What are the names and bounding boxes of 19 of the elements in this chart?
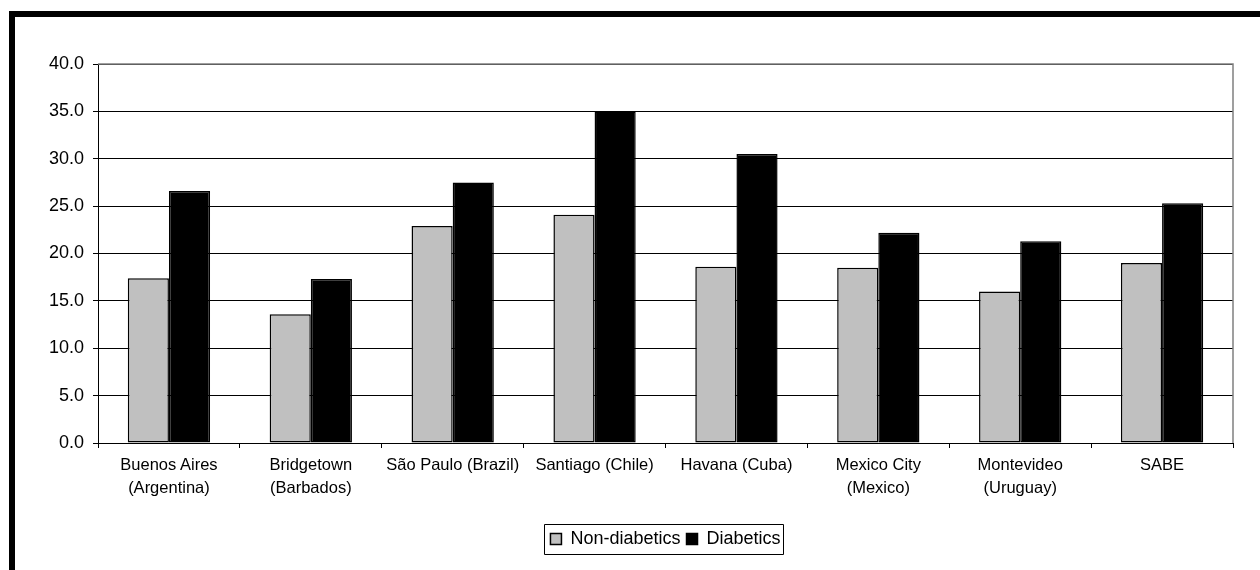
- legend-label: Diabetics: [706, 527, 781, 548]
- y-tick-label: 5.0: [58, 384, 84, 405]
- x-tick-label: São Paulo (Brazil): [386, 454, 520, 473]
- y-tick-label: 20.0: [48, 242, 84, 263]
- legend-label: Non-diabetics: [570, 527, 681, 548]
- y-tick-label: 25.0: [48, 195, 84, 216]
- x-tick-label: Montevideo (Uruguay): [977, 454, 1063, 496]
- x-tick-label: Santiago (Chile): [535, 454, 654, 473]
- x-tick-label: Havana (Cuba): [680, 454, 793, 473]
- x-tick-label: Bridgetown (Barbados): [269, 454, 353, 496]
- y-tick-label: 15.0: [48, 289, 84, 310]
- y-tick-label: 30.0: [48, 147, 84, 168]
- y-tick-label: 0.0: [58, 431, 84, 452]
- x-tick-label: Buenos Aires (Argentina): [120, 454, 218, 496]
- y-tick-label: 40.0: [48, 52, 84, 73]
- x-tick-label: SABE: [1140, 454, 1185, 473]
- x-tick-label: Mexico City (Mexico): [835, 454, 922, 496]
- y-tick-label: 10.0: [48, 337, 84, 358]
- y-tick-label: 35.0: [48, 100, 84, 121]
